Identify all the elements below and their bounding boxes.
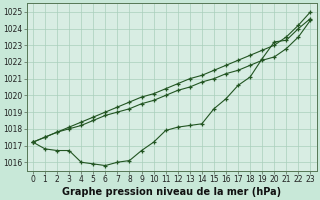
X-axis label: Graphe pression niveau de la mer (hPa): Graphe pression niveau de la mer (hPa) <box>62 187 281 197</box>
